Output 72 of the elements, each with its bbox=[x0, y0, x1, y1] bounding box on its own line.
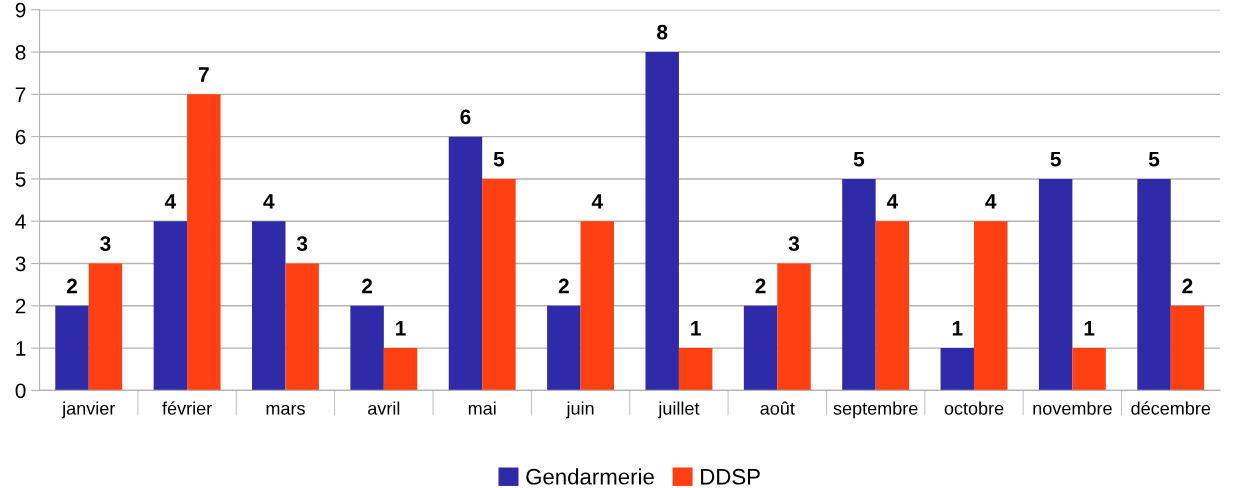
x-tick-label: mars bbox=[266, 404, 305, 415]
y-tick-label: 3 bbox=[15, 256, 26, 272]
data-label: 7 bbox=[198, 67, 209, 82]
data-label: 2 bbox=[1182, 278, 1193, 294]
y-tick-label: 8 bbox=[15, 45, 26, 60]
bar bbox=[153, 221, 188, 391]
bar bbox=[940, 348, 975, 391]
y-tick-label: 9 bbox=[15, 2, 26, 18]
bar bbox=[580, 221, 614, 391]
x-tick-label: avril bbox=[368, 401, 400, 415]
x-tick-label: octobre bbox=[944, 401, 1004, 415]
data-label: 2 bbox=[558, 278, 569, 294]
x-tick-label: juillet bbox=[657, 401, 700, 419]
bar bbox=[974, 221, 1008, 391]
data-label: 5 bbox=[1050, 151, 1061, 167]
data-label: 8 bbox=[657, 24, 668, 40]
data-label: 2 bbox=[66, 278, 77, 294]
y-tick-label: 7 bbox=[15, 87, 26, 102]
x-tick-label: décembre bbox=[1131, 401, 1211, 415]
x-tick-label: septembre bbox=[833, 401, 918, 419]
data-label: 1 bbox=[952, 321, 963, 336]
bar bbox=[383, 348, 418, 391]
bar bbox=[678, 348, 713, 391]
y-tick-label: 6 bbox=[15, 129, 26, 145]
data-label: 3 bbox=[788, 236, 800, 252]
bar bbox=[448, 136, 483, 391]
bar bbox=[875, 221, 910, 391]
data-label: 3 bbox=[296, 236, 308, 252]
bar bbox=[1137, 178, 1171, 391]
data-label: 4 bbox=[886, 194, 899, 209]
y-tick-label: 0 bbox=[15, 383, 26, 399]
bar bbox=[88, 263, 123, 391]
bar bbox=[55, 305, 89, 391]
data-label: 3 bbox=[100, 236, 111, 252]
data-label: 6 bbox=[460, 109, 471, 125]
data-label: 1 bbox=[1084, 321, 1095, 336]
x-tick-label: février bbox=[162, 401, 212, 415]
bar bbox=[842, 178, 876, 391]
data-label: 2 bbox=[755, 278, 766, 294]
data-label: 4 bbox=[164, 194, 177, 209]
bar bbox=[743, 305, 778, 391]
data-label: 5 bbox=[853, 151, 865, 167]
data-label: 4 bbox=[263, 194, 275, 209]
legend-label: DDSP bbox=[701, 468, 760, 485]
bar bbox=[482, 178, 516, 391]
bar bbox=[350, 305, 384, 391]
x-tick-label: janvier bbox=[61, 401, 116, 419]
x-tick-label: mai bbox=[468, 401, 496, 415]
x-tick-label: novembre bbox=[1033, 401, 1112, 415]
y-tick-label: 2 bbox=[15, 298, 26, 314]
legend-label: Gendarmerie bbox=[526, 468, 654, 485]
y-tick-label: 1 bbox=[16, 341, 26, 356]
data-label: 4 bbox=[591, 194, 603, 209]
bar bbox=[645, 52, 679, 391]
y-tick-label: 5 bbox=[15, 172, 26, 187]
data-label: 5 bbox=[493, 151, 505, 167]
bar bbox=[187, 94, 221, 391]
bar bbox=[1170, 305, 1205, 391]
bar bbox=[252, 221, 286, 391]
x-tick-label: juin bbox=[566, 401, 594, 419]
bar bbox=[547, 305, 581, 391]
data-label: 5 bbox=[1148, 151, 1160, 167]
bar bbox=[1072, 348, 1106, 391]
data-label: 1 bbox=[691, 321, 701, 336]
bar bbox=[777, 263, 811, 391]
y-tick-label: 4 bbox=[15, 214, 26, 229]
x-tick-label: août bbox=[760, 401, 795, 415]
bar bbox=[285, 263, 319, 391]
bar bbox=[1038, 178, 1073, 391]
data-label: 4 bbox=[985, 194, 997, 209]
data-label: 1 bbox=[396, 321, 406, 336]
data-label: 2 bbox=[362, 278, 373, 294]
